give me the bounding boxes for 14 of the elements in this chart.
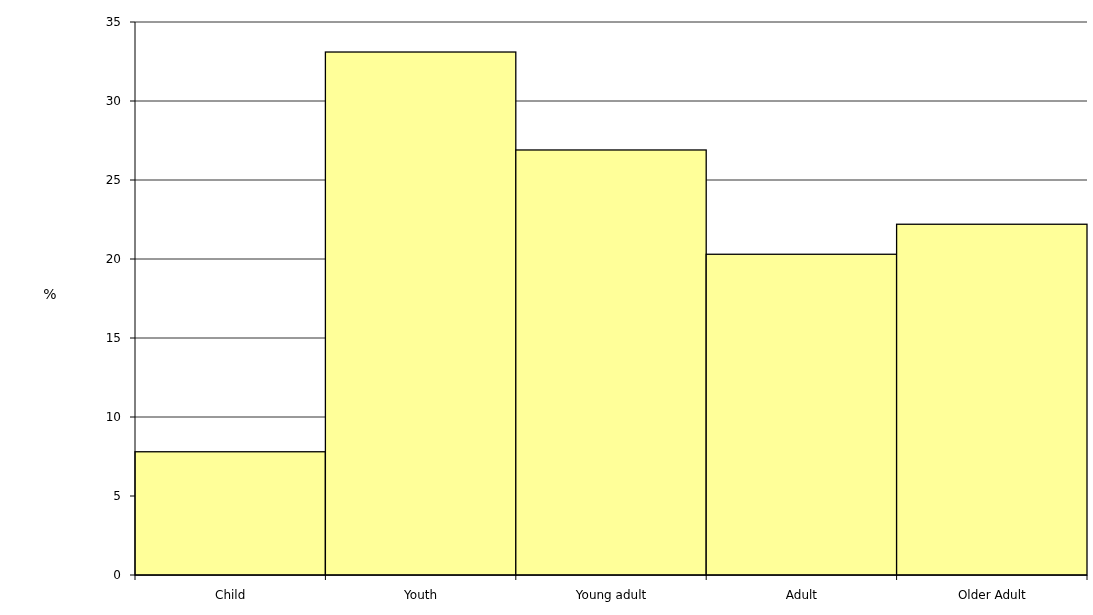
y-tick-label: 10 [105,410,121,425]
y-tick-label: 35 [105,15,121,30]
y-tick-label: 0 [113,568,121,583]
y-tick-label: 15 [105,331,121,346]
x-tick-label: Youth [403,588,438,602]
x-tick-label: Adult [785,588,818,602]
x-tick-label: Child [215,588,246,602]
x-tick-label: Older Adult [957,588,1026,602]
y-axis-title: % [43,285,57,302]
y-tick-label: 30 [105,94,121,109]
y-tick-label: 20 [105,252,121,267]
x-tick-label: Young adult [574,588,647,602]
y-tick-label: 25 [105,173,121,188]
y-tick-label: 5 [113,489,121,504]
